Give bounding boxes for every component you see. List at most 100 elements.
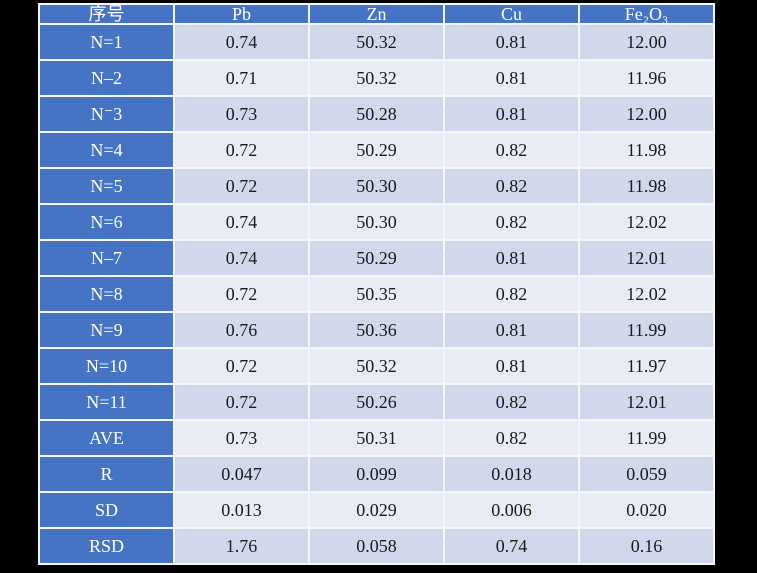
table-row: N=6 0.74 50.30 0.82 12.02 <box>40 205 713 239</box>
cell: 0.82 <box>445 385 578 419</box>
cell: 50.35 <box>310 277 443 311</box>
cell: 0.047 <box>175 457 308 491</box>
cell: 0.71 <box>175 61 308 95</box>
cell: 0.82 <box>445 277 578 311</box>
cell: 12.00 <box>580 97 713 131</box>
row-label: N=1 <box>40 25 173 59</box>
table-row: N=5 0.72 50.30 0.82 11.98 <box>40 169 713 203</box>
cell: 12.01 <box>580 241 713 275</box>
cell: 11.99 <box>580 421 713 455</box>
row-label: N=4 <box>40 133 173 167</box>
cell: 50.32 <box>310 61 443 95</box>
cell: 11.97 <box>580 349 713 383</box>
row-label: N=8 <box>40 277 173 311</box>
cell: 50.28 <box>310 97 443 131</box>
cell: 0.72 <box>175 169 308 203</box>
cell: 0.013 <box>175 493 308 527</box>
cell: 12.02 <box>580 277 713 311</box>
row-label: AVE <box>40 421 173 455</box>
row-label: N–7 <box>40 241 173 275</box>
table-row: N=9 0.76 50.36 0.81 11.99 <box>40 313 713 347</box>
cell: 11.99 <box>580 313 713 347</box>
measurement-table-container: 序号 Pb Zn Cu Fe₂O₃ N=1 0.74 50.32 0.81 12… <box>38 3 715 565</box>
table-header: 序号 Pb Zn Cu Fe₂O₃ <box>40 5 713 23</box>
cell: 12.02 <box>580 205 713 239</box>
cell: 1.76 <box>175 529 308 563</box>
cell: 0.72 <box>175 349 308 383</box>
cell: 0.006 <box>445 493 578 527</box>
cell: 0.82 <box>445 133 578 167</box>
cell: 0.74 <box>175 25 308 59</box>
cell: 50.26 <box>310 385 443 419</box>
table-row: N–7 0.74 50.29 0.81 12.01 <box>40 241 713 275</box>
table-row: R 0.047 0.099 0.018 0.059 <box>40 457 713 491</box>
cell: 50.36 <box>310 313 443 347</box>
table-row: N=1 0.74 50.32 0.81 12.00 <box>40 25 713 59</box>
table-row: N=11 0.72 50.26 0.82 12.01 <box>40 385 713 419</box>
column-header-zn: Zn <box>310 5 443 23</box>
cell: 0.16 <box>580 529 713 563</box>
row-label: N=5 <box>40 169 173 203</box>
table-row: N=10 0.72 50.32 0.81 11.97 <box>40 349 713 383</box>
header-row: 序号 Pb Zn Cu Fe₂O₃ <box>40 5 713 23</box>
cell: 0.059 <box>580 457 713 491</box>
table-row: N=8 0.72 50.35 0.82 12.02 <box>40 277 713 311</box>
row-label: N⁻3 <box>40 97 173 131</box>
cell: 50.29 <box>310 241 443 275</box>
cell: 0.81 <box>445 97 578 131</box>
cell: 0.81 <box>445 349 578 383</box>
column-header-cu: Cu <box>445 5 578 23</box>
table-row: AVE 0.73 50.31 0.82 11.99 <box>40 421 713 455</box>
cell: 0.73 <box>175 421 308 455</box>
cell: 0.81 <box>445 25 578 59</box>
cell: 0.74 <box>175 205 308 239</box>
row-label: N=9 <box>40 313 173 347</box>
table-row: SD 0.013 0.029 0.006 0.020 <box>40 493 713 527</box>
cell: 0.058 <box>310 529 443 563</box>
cell: 12.00 <box>580 25 713 59</box>
row-label: N=6 <box>40 205 173 239</box>
cell: 0.82 <box>445 421 578 455</box>
cell: 0.099 <box>310 457 443 491</box>
row-label: N–2 <box>40 61 173 95</box>
column-header-fe2o3: Fe₂O₃ <box>580 5 713 23</box>
cell: 11.96 <box>580 61 713 95</box>
row-label: N=11 <box>40 385 173 419</box>
row-label: SD <box>40 493 173 527</box>
row-label: N=10 <box>40 349 173 383</box>
table-body: N=1 0.74 50.32 0.81 12.00 N–2 0.71 50.32… <box>40 25 713 563</box>
cell: 0.82 <box>445 169 578 203</box>
column-header-pb: Pb <box>175 5 308 23</box>
cell: 50.32 <box>310 349 443 383</box>
cell: 50.32 <box>310 25 443 59</box>
measurement-table: 序号 Pb Zn Cu Fe₂O₃ N=1 0.74 50.32 0.81 12… <box>38 3 715 565</box>
cell: 0.74 <box>445 529 578 563</box>
table-row: N⁻3 0.73 50.28 0.81 12.00 <box>40 97 713 131</box>
cell: 50.29 <box>310 133 443 167</box>
cell: 0.72 <box>175 277 308 311</box>
cell: 50.31 <box>310 421 443 455</box>
cell: 0.74 <box>175 241 308 275</box>
table-row: N=4 0.72 50.29 0.82 11.98 <box>40 133 713 167</box>
cell: 11.98 <box>580 133 713 167</box>
table-row: RSD 1.76 0.058 0.74 0.16 <box>40 529 713 563</box>
cell: 0.72 <box>175 385 308 419</box>
cell: 0.018 <box>445 457 578 491</box>
cell: 0.73 <box>175 97 308 131</box>
row-label: RSD <box>40 529 173 563</box>
cell: 0.81 <box>445 313 578 347</box>
cell: 0.72 <box>175 133 308 167</box>
table-row: N–2 0.71 50.32 0.81 11.96 <box>40 61 713 95</box>
cell: 0.020 <box>580 493 713 527</box>
cell: 0.81 <box>445 61 578 95</box>
row-label: R <box>40 457 173 491</box>
cell: 0.76 <box>175 313 308 347</box>
cell: 50.30 <box>310 169 443 203</box>
cell: 0.81 <box>445 241 578 275</box>
cell: 0.82 <box>445 205 578 239</box>
cell: 12.01 <box>580 385 713 419</box>
cell: 11.98 <box>580 169 713 203</box>
cell: 0.029 <box>310 493 443 527</box>
cell: 50.30 <box>310 205 443 239</box>
column-header-sequence: 序号 <box>40 5 173 23</box>
